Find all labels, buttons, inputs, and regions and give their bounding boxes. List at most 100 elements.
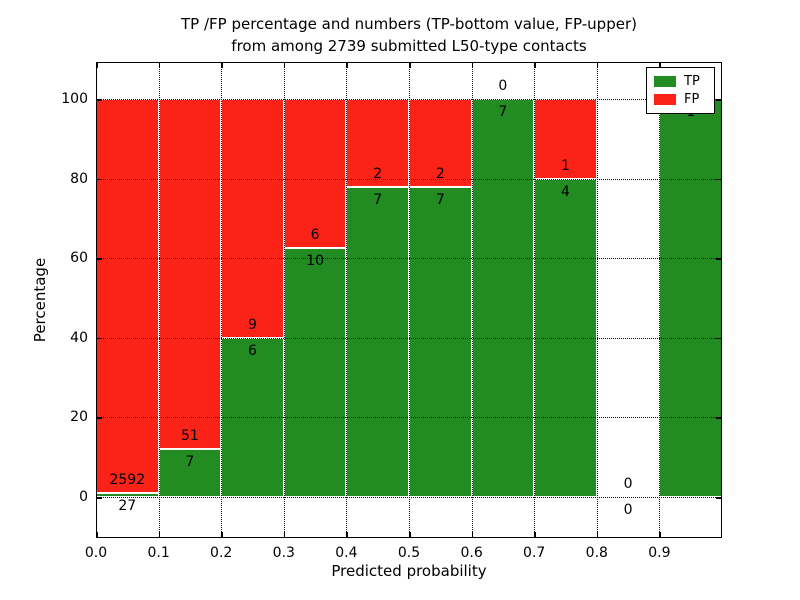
x-tick-label: 0.1 [147, 545, 170, 561]
x-axis-label: Predicted probability [331, 562, 487, 580]
x-tick-mark [283, 62, 286, 68]
legend: TP FP [646, 67, 715, 114]
x-tick-mark [346, 532, 348, 538]
chart-title-line2: from among 2739 submitted L50-type conta… [231, 37, 587, 55]
v-gridline [659, 62, 661, 538]
bar-segment-fp [534, 99, 597, 179]
chart-title-line1: TP /FP percentage and numbers (TP-bottom… [181, 15, 637, 33]
y-tick-mark [716, 178, 722, 181]
x-tick-mark [346, 62, 348, 68]
plot-area: 25922751796610272707140001 [96, 62, 722, 538]
x-tick-mark [221, 532, 223, 538]
bar-segment-fp [346, 99, 409, 188]
x-tick-mark [409, 532, 411, 538]
fp-count-label: 51 [180, 427, 199, 444]
fp-count-label: 6 [310, 227, 320, 244]
v-gridline [346, 62, 348, 538]
x-tick-mark [158, 62, 161, 68]
v-gridline [283, 62, 285, 538]
x-tick-mark [659, 532, 661, 538]
y-tick-mark [96, 99, 102, 101]
y-tick-mark [96, 178, 102, 181]
y-axis-label: Percentage [31, 257, 49, 343]
tp-count-label: 7 [435, 192, 445, 209]
x-tick-mark [96, 62, 98, 68]
y-tick-mark [716, 497, 722, 499]
x-tick-mark [534, 532, 536, 538]
legend-label-tp: TP [684, 73, 700, 89]
bar-segment-fp [409, 99, 472, 188]
v-gridline [409, 62, 410, 538]
y-tick-mark [716, 337, 722, 340]
x-tick-mark [596, 62, 599, 68]
y-tick-label: 40 [70, 329, 88, 346]
y-tick-label: 80 [70, 170, 88, 187]
x-tick-label: 0.9 [648, 545, 671, 561]
legend-item-tp: TP [654, 74, 707, 89]
bar-segment-tp [409, 187, 472, 497]
tp-count-label: 27 [118, 497, 137, 514]
y-tick-mark [716, 417, 722, 419]
fp-count-label: 9 [248, 316, 257, 333]
y-tick-mark [96, 337, 102, 340]
y-tick-mark [96, 417, 102, 419]
y-tick-label: 20 [70, 409, 88, 426]
tp-count-label: 6 [248, 342, 257, 359]
fp-count-label: 2 [435, 166, 445, 183]
tp-count-label: 10 [306, 253, 325, 270]
legend-swatch-tp-icon [654, 75, 676, 87]
x-tick-label: 0.7 [523, 545, 546, 561]
x-tick-label: 0.6 [460, 545, 483, 561]
legend-label-fp: FP [684, 92, 700, 108]
x-tick-label: 0.2 [210, 545, 233, 561]
x-tick-mark [283, 532, 286, 538]
tp-count-label: 7 [498, 104, 508, 120]
fp-count-label: 0 [498, 78, 508, 94]
tp-count-label: 7 [373, 192, 383, 209]
y-tick-label: 60 [70, 250, 88, 267]
bar-segment-fp [96, 99, 159, 493]
x-tick-mark [409, 62, 411, 68]
v-gridline [596, 62, 598, 538]
bar-segment-fp [283, 99, 347, 249]
x-tick-label: 0.5 [397, 545, 421, 561]
y-tick-mark [716, 258, 722, 260]
v-gridline [158, 62, 160, 538]
legend-swatch-fp-icon [654, 94, 676, 106]
x-tick-label: 0.8 [585, 545, 608, 561]
fp-count-label: 0 [623, 476, 633, 492]
x-tick-mark [534, 62, 536, 68]
x-tick-mark [471, 532, 474, 538]
x-tick-mark [596, 532, 599, 538]
bar-segment-fp [158, 99, 222, 449]
tp-count-label: 0 [623, 502, 633, 518]
tp-count-label: 7 [185, 453, 195, 470]
x-tick-label: 0.4 [335, 545, 358, 561]
bar-segment-tp [283, 248, 347, 497]
chart-title: TP /FP percentage and numbers (TP-bottom… [96, 13, 722, 57]
y-tick-mark [96, 497, 102, 499]
v-gridline [221, 62, 223, 538]
x-tick-mark [221, 62, 223, 68]
bar-segment-tp [158, 448, 222, 497]
x-tick-mark [659, 62, 661, 68]
y-tick-label: 100 [61, 91, 88, 107]
x-tick-label: 0.3 [272, 545, 295, 561]
v-gridline [471, 62, 473, 538]
legend-item-fp: FP [654, 92, 707, 107]
y-tick-mark [96, 258, 102, 260]
bar-segment-tp [346, 187, 409, 497]
bar-segment-tp [471, 99, 535, 497]
fp-count-label: 2 [373, 166, 383, 183]
x-tick-mark [158, 532, 161, 538]
x-tick-label: 0.0 [84, 545, 108, 561]
bar-segment-tp [659, 99, 722, 497]
x-tick-mark [96, 532, 98, 538]
tp-count-label: 4 [561, 183, 570, 200]
bar-segment-fp [221, 99, 284, 338]
fp-count-label: 1 [561, 157, 570, 174]
y-tick-mark [716, 99, 722, 101]
y-tick-label: 0 [79, 489, 88, 505]
v-gridline [534, 62, 536, 538]
